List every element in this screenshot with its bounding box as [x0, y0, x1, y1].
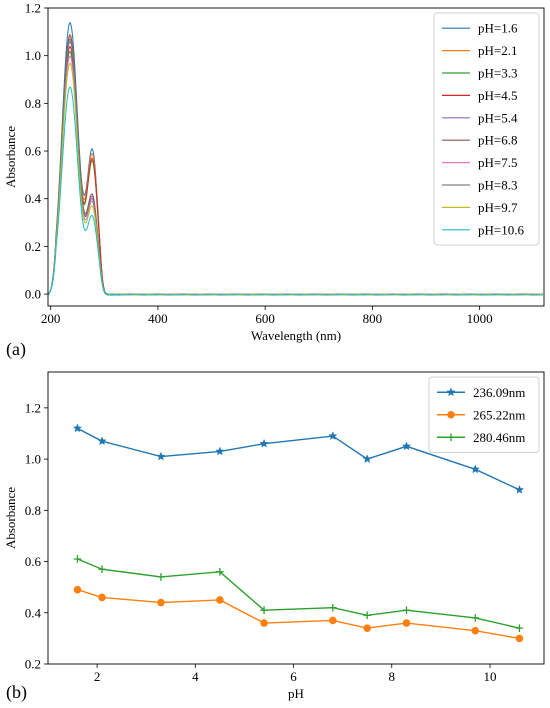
- data-point: [514, 484, 525, 494]
- data-point: [98, 565, 106, 574]
- series-line-2: [77, 589, 520, 640]
- data-point: [73, 585, 82, 594]
- x-axis-label: Wavelength (nm): [251, 328, 341, 343]
- y-tick-label: 0.2: [25, 239, 41, 254]
- plot-frame: [47, 371, 545, 665]
- data-point: [73, 555, 82, 563]
- data-point: [329, 616, 337, 625]
- legend-box: [433, 12, 540, 246]
- y-tick-label: 0.4: [25, 191, 42, 206]
- x-tick-label: 600: [255, 311, 275, 326]
- chart-panel-1: 200 400 600 800 1000 0.0 0.2 0.4 0.6 0.8 1.0 1.2 Wav…: [3, 1, 545, 360]
- series-line-9: [48, 62, 543, 296]
- y-tick-label: 0.6: [25, 554, 42, 569]
- legend-marker: [447, 433, 455, 442]
- data-point: [328, 431, 338, 440]
- y-axis-label: Absorbance: [3, 487, 18, 549]
- data-point: [362, 454, 372, 464]
- legend-label: pH=9.7: [478, 200, 518, 215]
- data-point: [515, 634, 524, 643]
- legend-label: pH=5.4: [478, 110, 518, 125]
- series-line-3: [77, 558, 520, 629]
- legend-label: pH=7.5: [478, 155, 517, 170]
- y-tick-label: 0.8: [25, 503, 41, 518]
- y-tick-label: 0.0: [25, 287, 41, 302]
- x-tick-label: 200: [41, 311, 61, 326]
- data-point: [471, 614, 480, 622]
- data-point: [471, 626, 480, 635]
- y-tick-label: 0.8: [25, 96, 41, 111]
- y-tick-label: 1.2: [25, 1, 41, 16]
- x-tick-label: 6: [290, 669, 297, 684]
- y-tick-label: 1.0: [25, 48, 41, 63]
- x-tick-label: 4: [192, 669, 199, 684]
- legend-label: pH=3.3: [478, 66, 517, 81]
- data-point: [97, 436, 107, 446]
- plot-area: [48, 22, 543, 296]
- data-point: [363, 624, 372, 632]
- data-point: [98, 593, 106, 602]
- data-point: [402, 606, 411, 615]
- x-tick-label: 400: [148, 311, 168, 326]
- data-point: [470, 464, 480, 474]
- legend: pH=1.6 pH=2.1 pH=3.3 pH=4.5 pH=5.4 pH=6.8 pH=7…: [433, 12, 540, 246]
- y-axis-label: Absorbance: [3, 126, 18, 188]
- data-point: [260, 619, 268, 627]
- data-point: [157, 573, 165, 581]
- plot-frame: [47, 7, 545, 307]
- legend-marker: [447, 410, 455, 419]
- panel-label: (a): [6, 339, 26, 360]
- legend-marker: [446, 387, 456, 397]
- data-point: [157, 598, 165, 607]
- y-tick-label: 0.2: [25, 657, 41, 672]
- data-point: [72, 423, 83, 433]
- legend-box: [428, 376, 540, 453]
- data-point: [260, 606, 268, 615]
- data-point: [402, 619, 411, 627]
- data-point: [215, 446, 225, 456]
- x-tick-label: 800: [363, 311, 383, 326]
- panel-label: (b): [6, 682, 27, 703]
- chart-panel-2: 2 4 6 8 10 0.2 0.4 0.6 0.8 1.0 1.2 pH Absorbance (b) 2…: [3, 371, 545, 703]
- data-point: [401, 441, 412, 451]
- x-tick-label: 1000: [467, 311, 493, 326]
- x-axis-label: pH: [288, 686, 304, 701]
- legend: 236.09nm 265.22nm 280.46nm: [428, 376, 540, 453]
- data-point: [156, 451, 166, 461]
- legend-label: pH=1.6: [478, 21, 518, 36]
- data-point: [259, 438, 269, 448]
- y-tick-label: 0.6: [25, 144, 42, 159]
- plot-area: [72, 423, 525, 643]
- x-tick-label: 2: [94, 669, 101, 684]
- legend-label: 236.09nm: [473, 385, 525, 400]
- legend-label: pH=2.1: [478, 43, 517, 58]
- legend-label: pH=4.5: [478, 88, 517, 103]
- x-tick-label: 10: [483, 669, 496, 684]
- legend-label: pH=10.6: [478, 222, 524, 237]
- x-tick-label: 8: [389, 669, 396, 684]
- data-point: [329, 603, 337, 612]
- y-tick-label: 0.4: [25, 605, 42, 620]
- legend-label: 280.46nm: [473, 430, 525, 445]
- legend-label: pH=6.8: [478, 133, 517, 148]
- data-point: [216, 596, 224, 604]
- data-point: [515, 624, 524, 632]
- legend-label: pH=8.3: [478, 178, 517, 193]
- legend-label: 265.22nm: [473, 407, 525, 422]
- y-tick-label: 1.0: [25, 452, 41, 467]
- data-point: [216, 567, 224, 576]
- data-point: [363, 611, 372, 620]
- series-line-1: [77, 427, 520, 491]
- y-tick-label: 1.2: [25, 400, 41, 415]
- series-line-10: [48, 86, 543, 296]
